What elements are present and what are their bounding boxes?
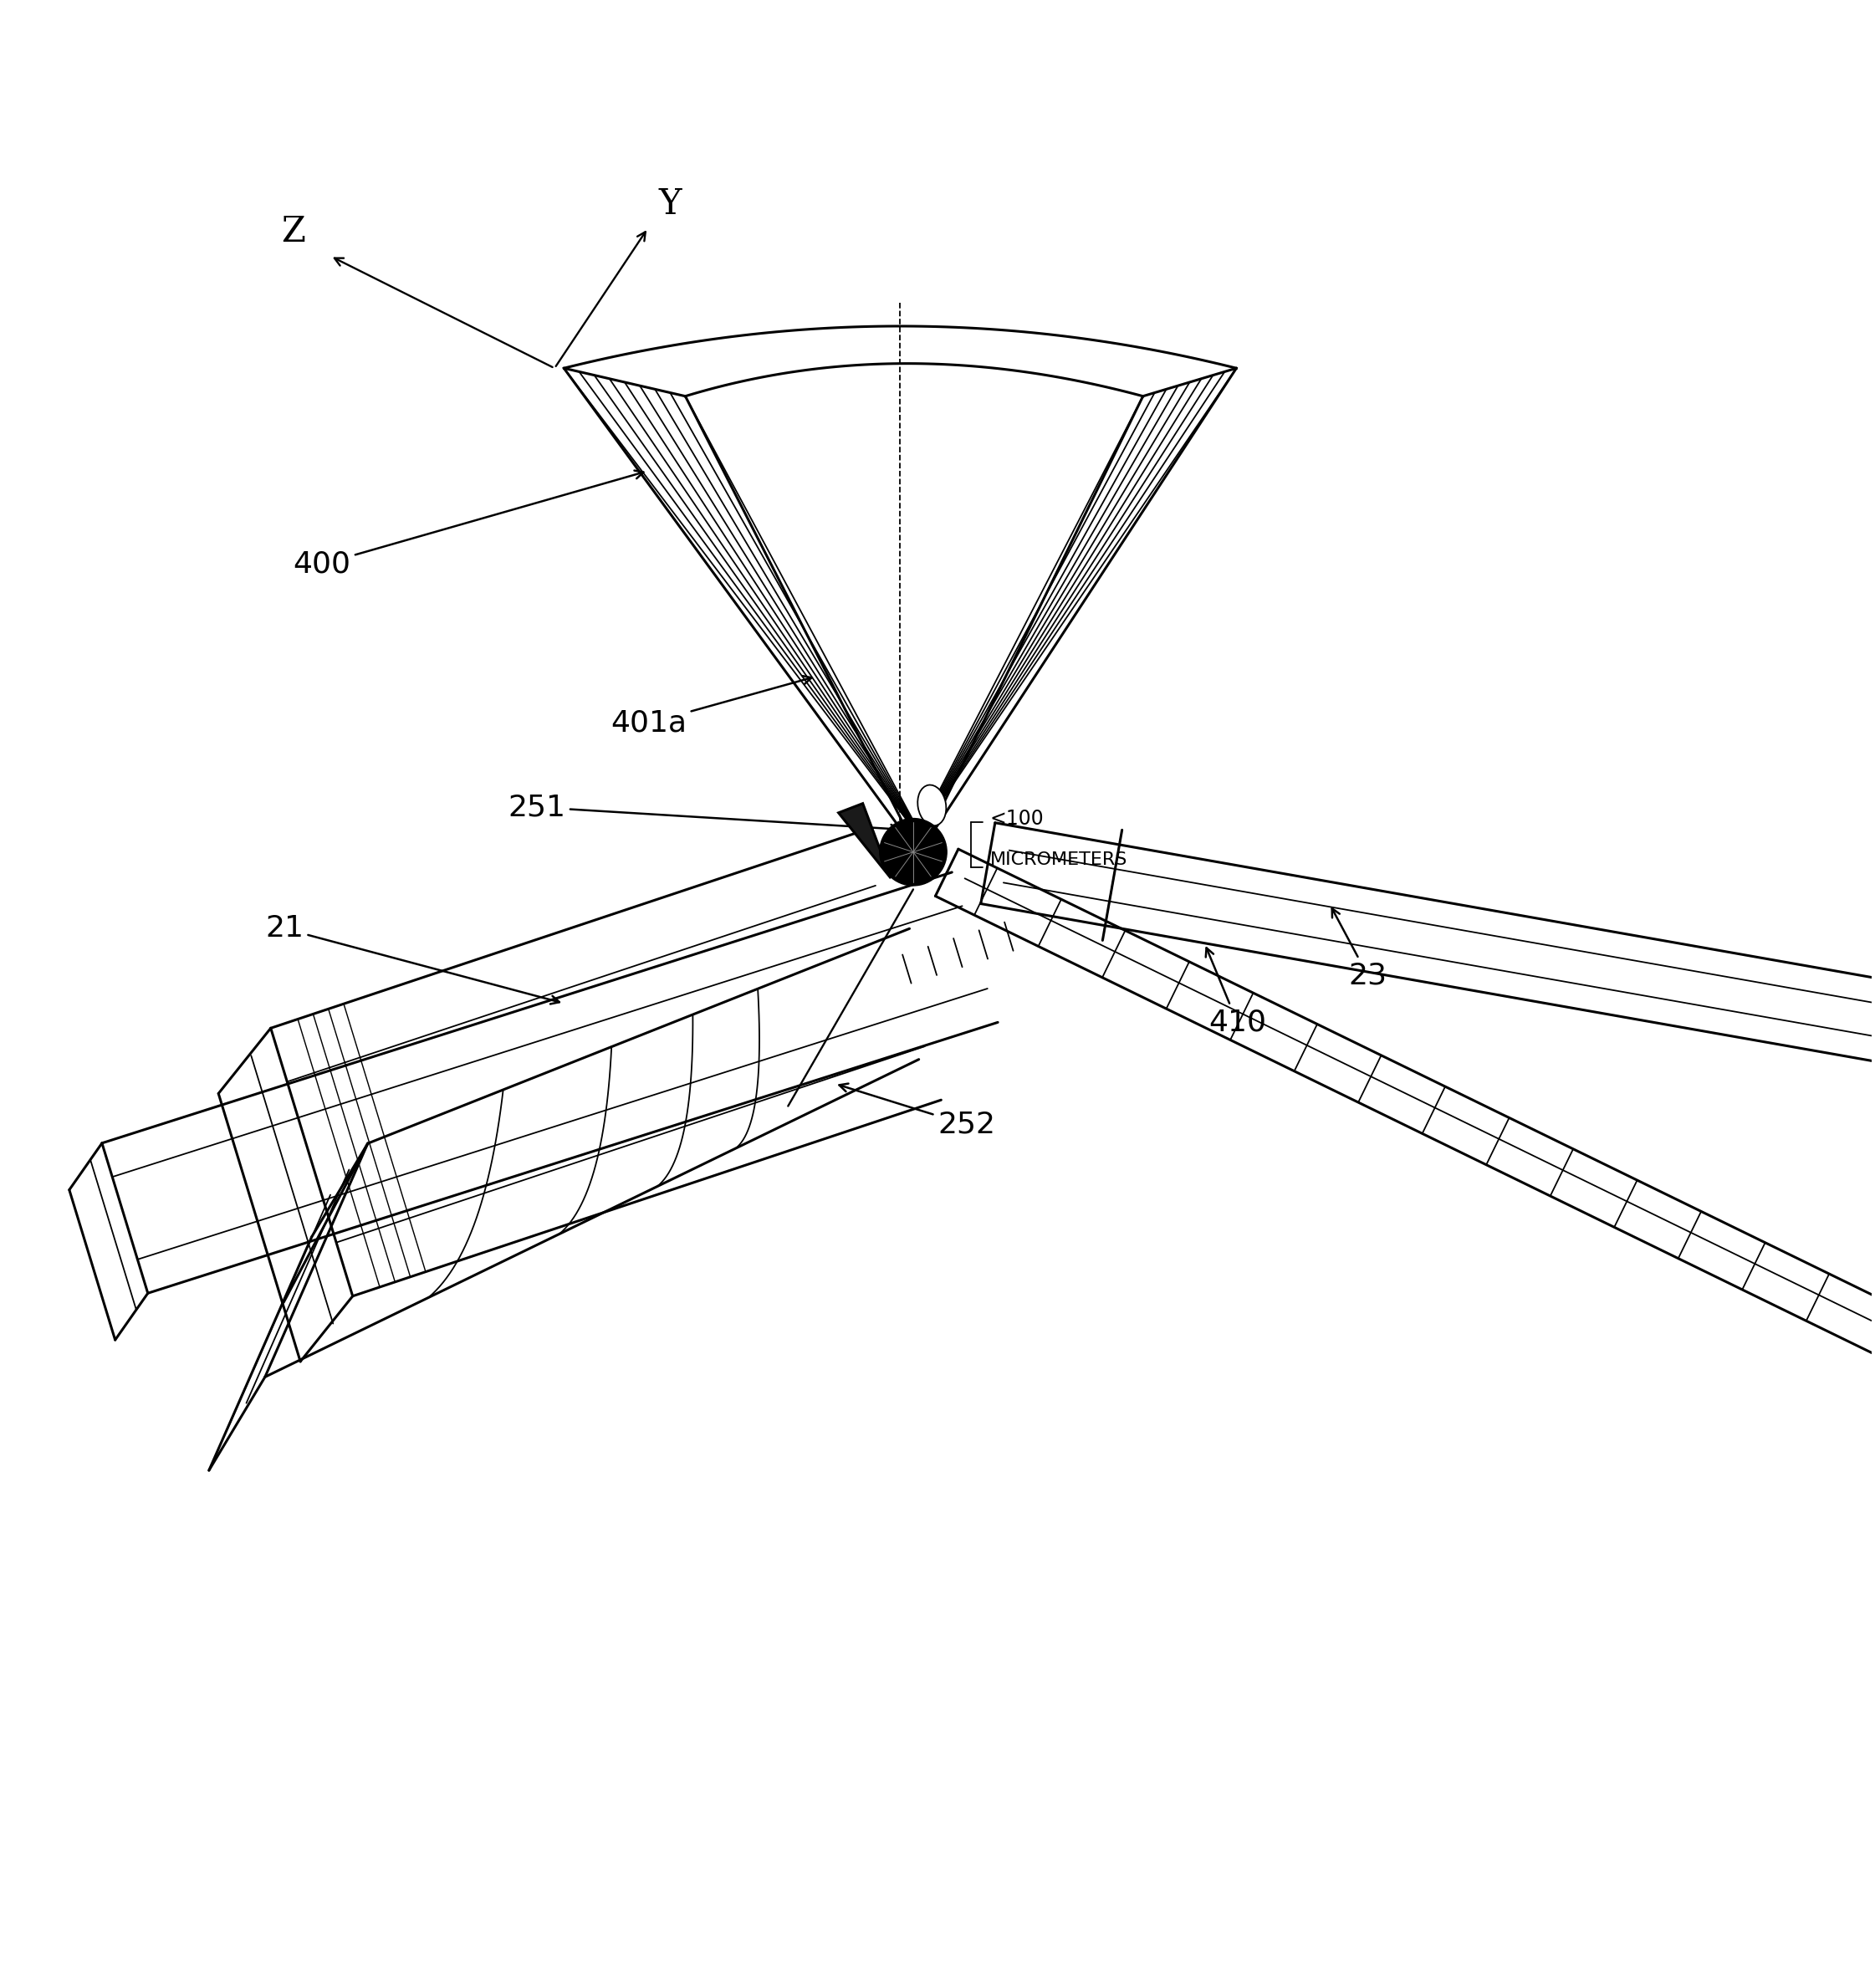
Text: MICROMETERS: MICROMETERS (990, 851, 1127, 869)
Text: 252: 252 (840, 1083, 996, 1139)
Text: 400: 400 (292, 471, 643, 579)
Polygon shape (838, 803, 891, 879)
Text: Y: Y (658, 187, 682, 221)
Text: 21: 21 (264, 914, 559, 1004)
Text: Z: Z (281, 215, 306, 248)
Text: 401a: 401a (611, 676, 812, 738)
Circle shape (879, 819, 947, 885)
Text: <100: <100 (990, 809, 1044, 829)
Text: 410: 410 (1206, 948, 1266, 1036)
Text: 23: 23 (1331, 909, 1388, 990)
Text: 251: 251 (508, 793, 900, 833)
Ellipse shape (917, 785, 947, 825)
